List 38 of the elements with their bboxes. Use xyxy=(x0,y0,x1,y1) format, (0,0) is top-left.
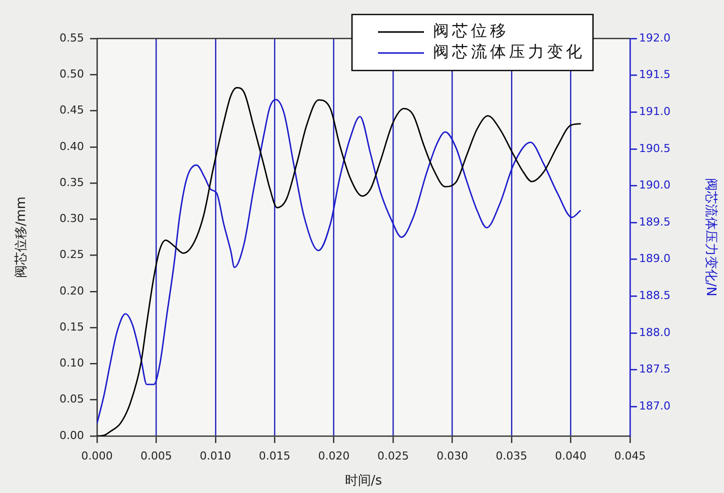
x-tick-label: 0.020 xyxy=(318,449,350,462)
y-tick-label: 0.35 xyxy=(60,176,84,189)
y-tick-label: 0.25 xyxy=(60,248,84,262)
y-axis-title: 阀芯位移/mm xyxy=(14,196,30,278)
y-tick-label: 0.05 xyxy=(60,392,84,406)
y2-tick-label: 189.5 xyxy=(639,215,670,228)
legend-label: 阀芯流体压力变化 xyxy=(433,42,585,62)
y-tick-label: 0.10 xyxy=(60,356,84,370)
y-tick-label: 0.20 xyxy=(60,284,84,298)
y-tick-label: 0.50 xyxy=(60,67,84,80)
y2-tick-label: 191.5 xyxy=(639,68,670,82)
y-tick-label: 0.00 xyxy=(60,428,84,442)
x-tick-label: 0.015 xyxy=(258,449,290,462)
x-tick-label: 0.025 xyxy=(377,449,409,462)
x-tick-label: 0.040 xyxy=(555,449,587,462)
y2-tick-label: 190.0 xyxy=(639,178,670,192)
x-tick-label: 0.005 xyxy=(140,449,172,462)
x-tick-label: 0.000 xyxy=(81,449,113,462)
y2-tick-label: 187.5 xyxy=(639,362,670,376)
y2-tick-label: 191.0 xyxy=(639,104,670,118)
x-tick-label: 0.010 xyxy=(200,449,232,462)
x-axis-title: 时间/s xyxy=(344,474,382,489)
y-tick-label: 0.30 xyxy=(60,212,84,226)
y2-tick-label: 187.0 xyxy=(639,399,670,412)
legend-label: 阀芯位移 xyxy=(433,21,509,40)
y-tick-label: 0.15 xyxy=(60,320,84,334)
y2-tick-label: 188.0 xyxy=(639,326,670,339)
y2-tick-label: 188.5 xyxy=(639,289,670,302)
y2-tick-label: 189.0 xyxy=(639,252,670,266)
y-tick-label: 0.40 xyxy=(60,140,84,153)
y2-tick-label: 192.0 xyxy=(639,31,670,44)
y2-tick-label: 190.5 xyxy=(639,142,670,155)
x-tick-label: 0.045 xyxy=(614,449,646,462)
x-tick-label: 0.030 xyxy=(436,449,468,462)
x-tick-label: 0.035 xyxy=(496,449,528,462)
y-tick-label: 0.45 xyxy=(60,104,84,117)
y-tick-label: 0.55 xyxy=(60,31,84,44)
y2-axis-title: 阀芯流体压力变化/N xyxy=(702,178,719,296)
